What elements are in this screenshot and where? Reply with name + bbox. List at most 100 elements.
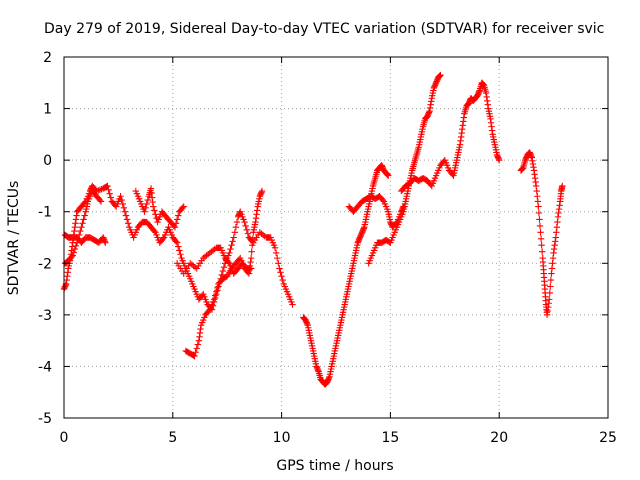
data-point [171,223,179,231]
data-point [271,244,279,252]
data-point [537,235,545,242]
data-point [172,238,180,245]
data-point [151,207,158,214]
data-point [547,276,555,284]
data-point [144,196,151,204]
data-point [229,238,236,245]
y-tick-label: 1 [43,102,52,118]
y-tick-label: -2 [38,256,52,272]
data-point [538,248,546,255]
data-point [76,231,83,239]
axis-ticks: 0 5 10 15 20 25 -5 -4 -3 -2 -1 0 1 2 [38,50,617,446]
data-point [106,190,113,197]
data-point [233,218,241,226]
data-point [77,227,84,235]
data-point [123,216,131,223]
data-point [80,216,87,223]
data-point [122,212,130,219]
data-point [227,245,234,253]
x-tick-label: 0 [60,430,69,446]
data-point [175,243,182,250]
data-point [535,203,542,210]
data-point [150,203,157,210]
data-point [538,242,545,249]
data-point [274,254,281,262]
data-point [244,230,252,237]
data-point [276,265,283,272]
x-tick-label: 5 [168,430,177,446]
data-point [81,199,88,206]
data-point [194,341,202,348]
data-point [190,352,197,359]
data-point [546,296,553,303]
x-tick-label: 25 [599,430,617,446]
data-point [173,239,181,246]
data-point [230,234,237,241]
data-point [97,198,105,205]
data-point [119,200,126,208]
data-point [159,235,167,242]
data-point [96,196,104,204]
data-point [191,352,198,360]
data-point [243,226,250,233]
data-point [193,345,200,352]
data-point [214,284,221,291]
y-tick-label: 2 [43,50,52,66]
data-point [172,220,180,227]
data-point [176,247,183,254]
data-point [69,252,76,259]
data-point [536,222,544,230]
data-point [546,289,553,297]
data-point [278,272,285,280]
y-tick-label: 0 [43,153,52,169]
data-point [225,258,232,266]
data-point [73,239,81,246]
x-tick-label: 20 [490,430,508,446]
data-point [173,216,181,223]
data-point [152,211,159,218]
data-point [247,254,255,262]
data-point [104,182,111,190]
data-point [179,204,186,212]
data-point [177,251,184,258]
data-point [143,200,150,208]
data-point [241,218,248,226]
data-point [118,196,125,204]
data-point [212,292,219,299]
data-point [258,187,266,195]
data-point [279,276,286,284]
data-point [228,242,235,249]
chart-title: Day 279 of 2019, Sidereal Day-to-day VTE… [44,21,604,37]
data-point [272,249,280,257]
y-axis-label: SDTVAR / TECUs [6,181,22,296]
data-point [107,194,114,201]
y-tick-label: -4 [38,359,52,375]
x-tick-label: 10 [273,430,291,446]
data-point [535,209,543,217]
data-point [175,212,182,219]
data-point [437,71,444,79]
data-point [219,267,227,275]
data-point [231,229,239,236]
data-point [72,242,80,250]
data-point [71,245,79,253]
data-point [81,212,88,219]
data-point [70,249,77,256]
data-point [289,301,296,308]
y-tick-label: -3 [38,308,52,324]
data-point [379,196,386,204]
data-point [385,172,392,179]
x-tick-label: 15 [381,430,399,446]
data-point [180,203,187,210]
x-axis-label: GPS time / hours [276,458,393,474]
y-tick-label: -1 [38,205,52,221]
data-point [277,269,284,276]
data-point [121,208,129,215]
data-point [248,248,255,255]
data-point [74,235,82,242]
data-point [78,223,85,231]
data-point [103,183,110,190]
data-point [124,220,132,227]
data-point [142,204,149,212]
